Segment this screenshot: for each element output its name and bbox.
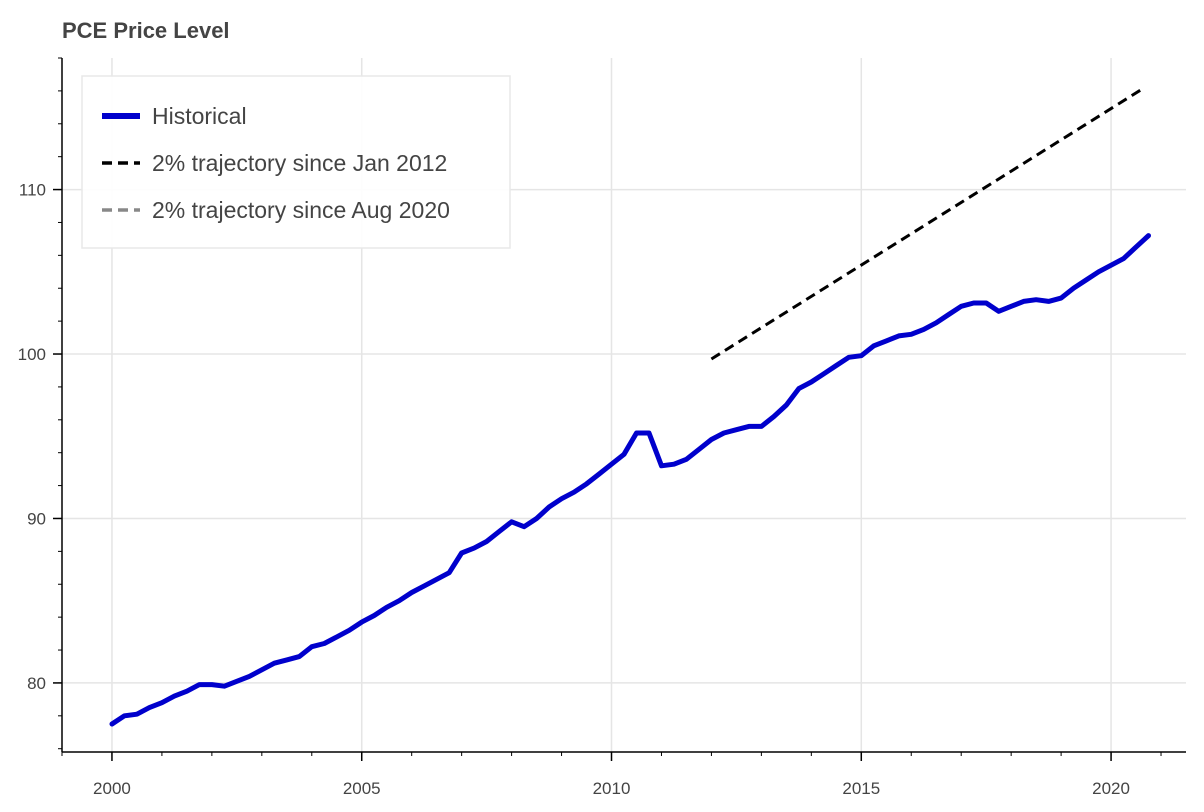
x-tick-label-2015: 2015: [842, 779, 880, 798]
series-line-0: [109, 233, 1151, 727]
y-tick-label-110: 110: [19, 181, 46, 200]
legend-label-0: Historical: [152, 103, 247, 129]
x-tick-label-2010: 2010: [593, 779, 631, 798]
axes: 2000 2005 2010 2015 2020 80 90 100 110: [18, 57, 1186, 798]
legend: Historical 2% trajectory since Jan 2012 2%…: [81, 75, 511, 249]
x-tick-label-2005: 2005: [343, 779, 381, 798]
legend-label-2: 2% trajectory since Aug 2020: [152, 197, 450, 223]
chart-title: PCE Price Level: [62, 18, 230, 43]
y-tick-label-100: 100: [18, 345, 46, 364]
series-line-1: [710, 86, 1146, 361]
x-tick-label-2000: 2000: [93, 779, 131, 798]
series-lines: [109, 86, 1151, 727]
y-tick-label-90: 90: [27, 509, 46, 528]
legend-label-1: 2% trajectory since Jan 2012: [152, 150, 447, 176]
y-tick-label-80: 80: [27, 674, 46, 693]
legend-box: [81, 75, 511, 249]
x-tick-label-2020: 2020: [1092, 779, 1130, 798]
